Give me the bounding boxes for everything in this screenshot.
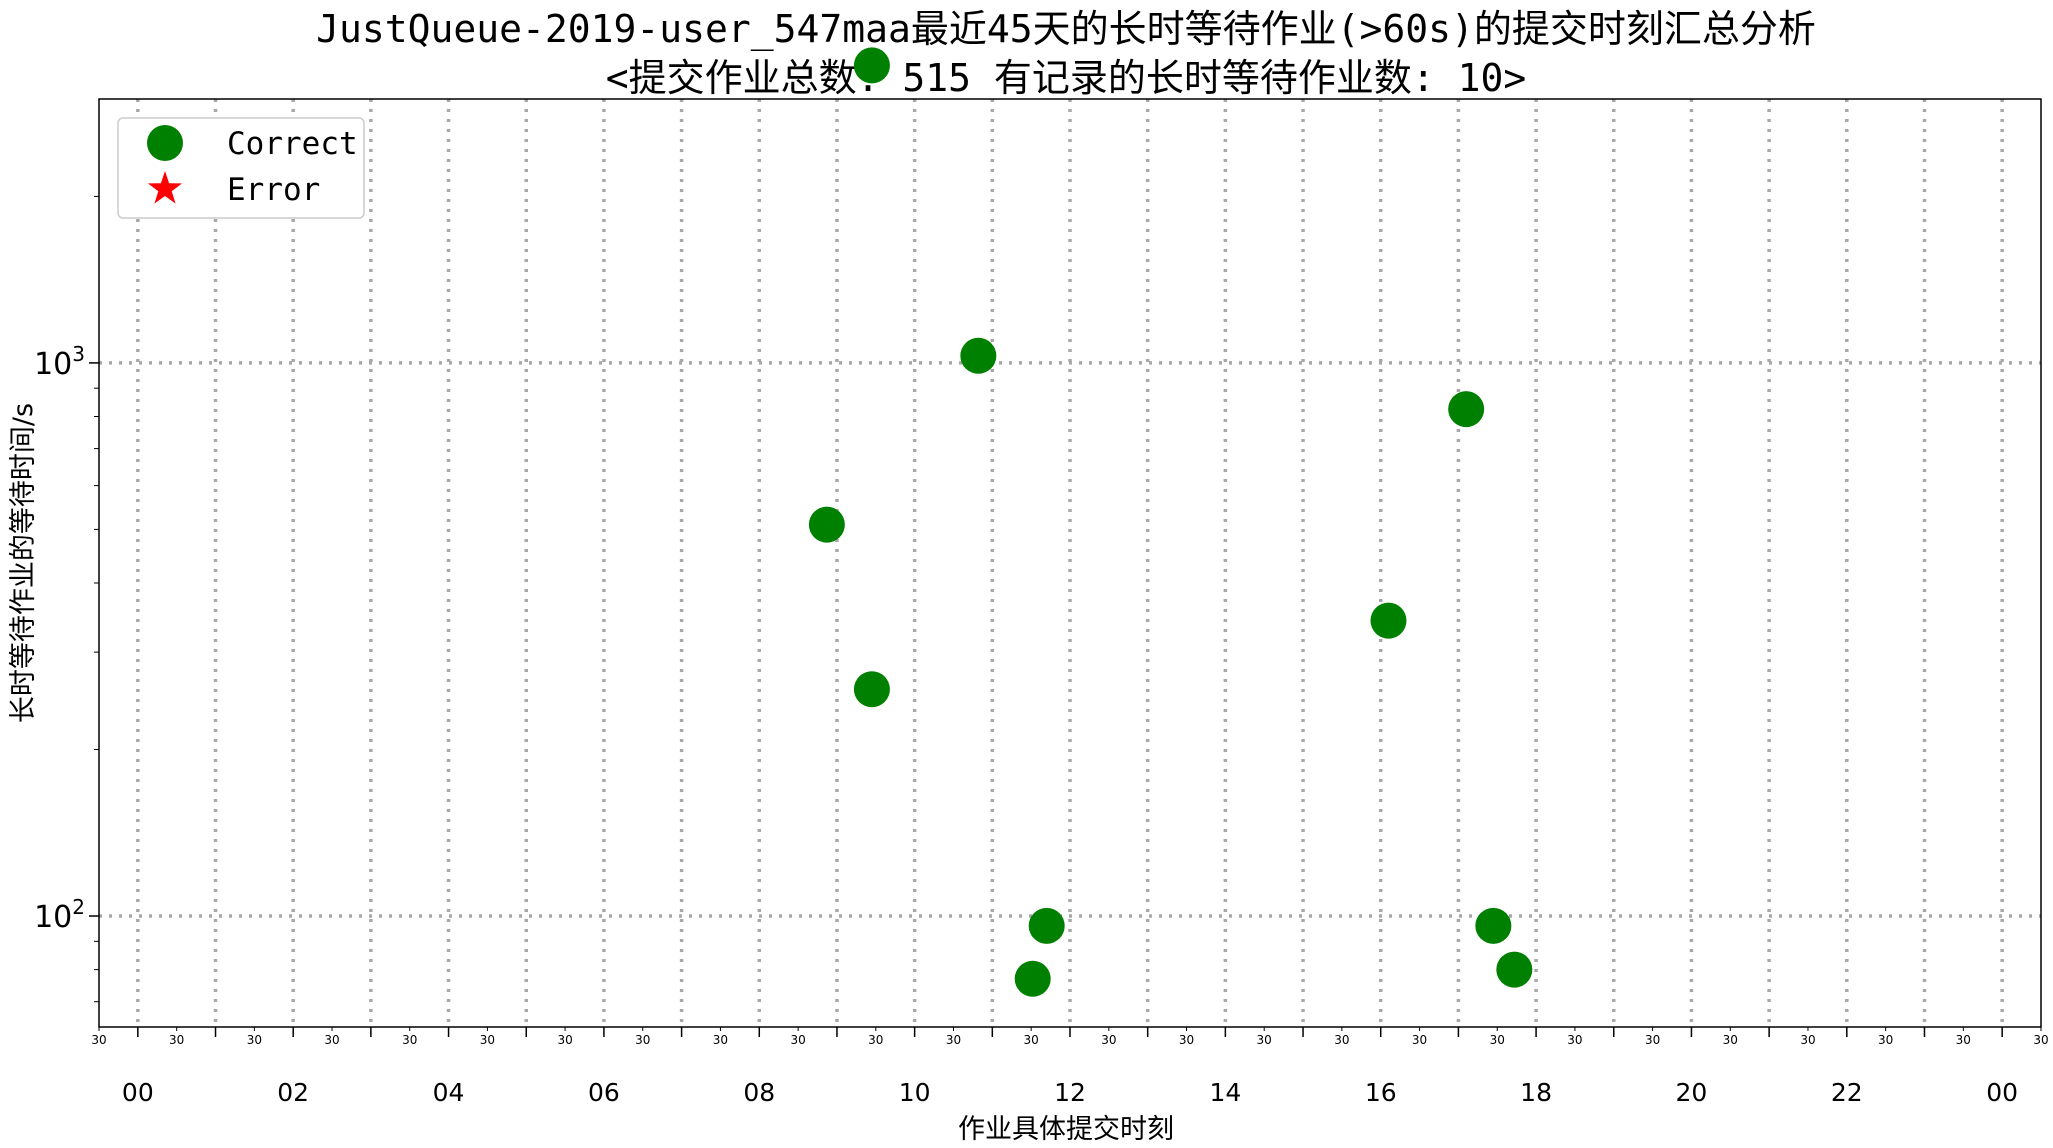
x-minor-tick-label: 30 <box>1024 1033 1039 1047</box>
x-tick-label: 10 <box>899 1078 931 1107</box>
x-tick-label: 08 <box>743 1078 775 1107</box>
y-axis-label: 长时等待作业的等待时间/s <box>8 403 39 723</box>
x-minor-tick-label: 30 <box>402 1033 417 1047</box>
data-point-correct <box>808 506 845 543</box>
data-point-correct <box>1496 951 1533 988</box>
x-tick-label: 18 <box>1520 1078 1552 1107</box>
chart-title: JustQueue-2019-user_547maa最近45天的长时等待作业(>… <box>316 7 1816 52</box>
x-tick-label: 00 <box>122 1078 154 1107</box>
x-tick-label: 06 <box>588 1078 620 1107</box>
axis-ticks: 00 02 04 06 08 10 12 14 16 18 20 22 00 30 30 30 30 30 30 30… <box>34 195 2049 1107</box>
x-minor-tick-label: 30 <box>324 1033 339 1047</box>
x-minor-tick-label: 30 <box>1956 1033 1971 1047</box>
x-axis-label: 作业具体提交时刻 <box>958 1114 1174 1145</box>
x-tick-label: 14 <box>1209 1078 1241 1107</box>
y-tick-base: 10 <box>34 900 72 935</box>
x-tick-label: 12 <box>1054 1078 1086 1107</box>
x-minor-tick-label: 30 <box>1800 1033 1815 1047</box>
x-tick-label: 20 <box>1676 1078 1708 1107</box>
x-minor-tick-label: 30 <box>1257 1033 1272 1047</box>
x-minor-tick-label: 30 <box>946 1033 961 1047</box>
data-point-correct <box>1028 907 1065 944</box>
x-minor-tick-label: 30 <box>1567 1033 1582 1047</box>
data-point-correct <box>1370 602 1407 639</box>
chart-subtitle: <提交作业总数: 515 有记录的长时等待作业数: 10> <box>606 56 1527 100</box>
x-minor-tick-label: 30 <box>1490 1033 1505 1047</box>
x-tick-label: 00 <box>1986 1078 2018 1107</box>
x-minor-tick-label: 30 <box>1878 1033 1893 1047</box>
x-minor-tick-label: 30 <box>91 1033 106 1047</box>
x-minor-tick-label: 30 <box>1101 1033 1116 1047</box>
x-minor-tick-label: 30 <box>1723 1033 1738 1047</box>
data-point-correct <box>1014 960 1051 997</box>
legend: Correct Error <box>117 117 365 219</box>
x-minor-tick-label: 30 <box>557 1033 572 1047</box>
legend-label-correct: Correct <box>227 126 358 162</box>
x-minor-tick-label: 30 <box>2033 1033 2048 1047</box>
x-tick-label: 22 <box>1831 1078 1863 1107</box>
y-tick-label: 102 <box>34 895 85 935</box>
x-minor-tick-label: 30 <box>169 1033 184 1047</box>
x-minor-tick-label: 30 <box>247 1033 262 1047</box>
x-minor-tick-label: 30 <box>868 1033 883 1047</box>
legend-marker-error <box>147 171 183 204</box>
legend-marker-correct <box>147 125 183 161</box>
data-point-correct <box>960 337 997 374</box>
data-points <box>808 47 1533 997</box>
x-minor-tick-label: 30 <box>1412 1033 1427 1047</box>
grid <box>99 99 2041 1027</box>
x-tick-label: 04 <box>433 1078 465 1107</box>
data-point-correct <box>1448 391 1485 428</box>
y-tick-exponent: 3 <box>72 342 85 366</box>
x-minor-tick-label: 30 <box>635 1033 650 1047</box>
x-minor-tick-label: 30 <box>1179 1033 1194 1047</box>
plot-frame <box>98 98 2042 1028</box>
x-minor-tick-label: 30 <box>480 1033 495 1047</box>
y-tick-base: 10 <box>34 347 72 382</box>
x-minor-tick-label: 30 <box>713 1033 728 1047</box>
y-tick-label: 103 <box>34 342 85 382</box>
data-point-correct <box>853 671 890 708</box>
x-tick-label: 02 <box>277 1078 309 1107</box>
y-tick-exponent: 2 <box>72 895 85 919</box>
x-minor-tick-label: 30 <box>790 1033 805 1047</box>
data-point-correct <box>1475 907 1512 944</box>
legend-label-error: Error <box>227 172 320 208</box>
x-tick-label: 16 <box>1365 1078 1397 1107</box>
x-minor-tick-label: 30 <box>1334 1033 1349 1047</box>
data-point-correct <box>853 47 890 84</box>
x-minor-tick-label: 30 <box>1645 1033 1660 1047</box>
